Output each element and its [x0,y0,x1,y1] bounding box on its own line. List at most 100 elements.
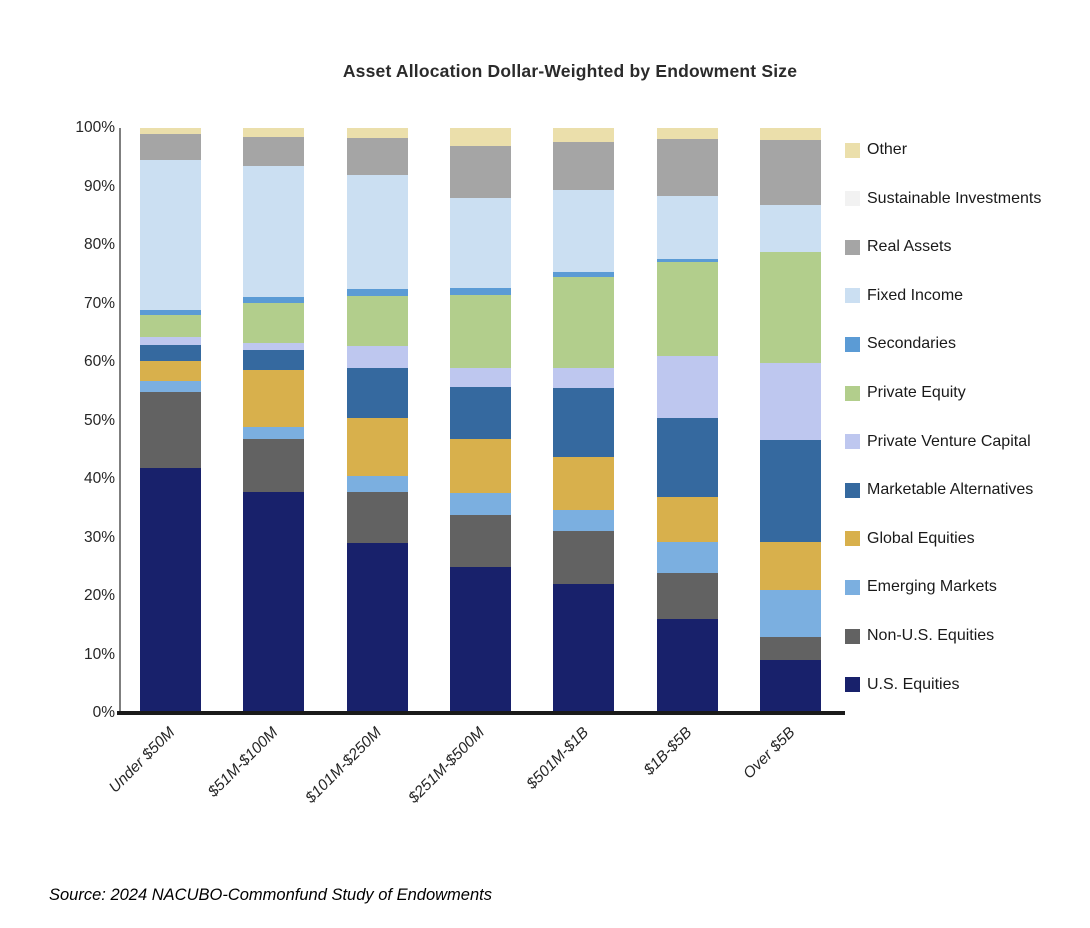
x-axis-category-label: $501M-$1B [523,724,592,793]
y-axis-tick-label: 30% [83,528,115,546]
segment-fixed-income [656,195,718,259]
legend: Other Sustainable Investments Real Assets F… [845,0,1090,720]
segment-non-u-s-equities [759,636,821,661]
segment-non-u-s-equities [346,492,408,544]
segment-secondaries [553,272,615,278]
legend-label: Emerging Markets [867,578,997,596]
y-axis-tick-label: 20% [83,587,115,604]
segment-marketable-alternatives [449,387,511,439]
legend-label: Global Equities [867,529,975,547]
segment-emerging-markets [243,426,305,439]
segment-u-s-equities [243,491,305,713]
bar--251m-500m [449,128,511,713]
segment-marketable-alternatives [346,368,408,418]
segment-fixed-income [346,174,408,290]
segment-private-venture-capital [140,336,201,346]
segment-marketable-alternatives [140,345,201,362]
y-axis-tick-label: 80% [83,236,115,253]
y-axis-tick-label: 40% [83,470,115,487]
bar--51m-100m [243,128,305,713]
legend-item: Marketable Alternatives [845,481,1033,499]
y-axis-tick-label: 100% [75,119,115,136]
legend-swatch [845,239,860,255]
y-axis-line [119,128,121,714]
legend-swatch [845,628,860,644]
legend-swatch [845,336,860,352]
segment-fixed-income [553,189,615,273]
legend-item: Emerging Markets [845,578,997,596]
legend-swatch [845,191,860,207]
segment-non-u-s-equities [553,530,615,585]
bar--1b-5b [656,128,718,713]
legend-swatch [845,434,860,450]
legend-swatch [845,579,860,595]
legend-swatch [845,288,860,304]
legend-item: Real Assets [845,238,951,256]
segment-emerging-markets [759,590,821,637]
legend-swatch [845,482,860,498]
segment-global-equities [656,497,718,543]
x-axis-category-label: $101M-$250M [302,724,386,807]
segment-marketable-alternatives [656,417,718,498]
legend-item: Sustainable Investments [845,190,1041,208]
legend-label: Secondaries [867,335,956,353]
segment-emerging-markets [140,380,201,393]
segment-global-equities [759,542,821,591]
legend-label: Other [867,141,908,158]
segment-u-s-equities [553,584,615,713]
segment-private-venture-capital [346,345,408,369]
segment-non-u-s-equities [449,515,511,567]
segment-global-equities [243,370,305,427]
legend-swatch [845,531,860,547]
segment-secondaries [449,287,511,296]
y-axis-tick-label: 70% [83,294,115,312]
segment-non-u-s-equities [140,392,201,468]
segment-fixed-income [449,197,511,288]
segment-private-venture-capital [243,343,305,350]
y-axis-tick-label: 90% [83,177,115,195]
legend-item: Non-U.S. Equities [845,627,994,645]
segment-private-equity [243,302,305,344]
segment-secondaries [656,258,718,263]
bar-over-5b [759,128,821,713]
legend-label: Private Venture Capital [867,432,1031,450]
y-axis-tick-label: 0% [92,704,115,721]
segment-private-equity [656,262,718,357]
legend-item: Private Equity [845,384,966,402]
segment-other [346,128,408,138]
segment-global-equities [449,438,511,493]
segment-u-s-equities [656,619,718,713]
legend-label: Sustainable Investments [867,189,1042,207]
bar-under-50m [140,128,201,713]
legend-item: Fixed Income [845,287,963,305]
segment-other [759,128,821,141]
segment-other [656,128,718,139]
source-note: Source: 2024 NACUBO-Commonfund Study of … [49,886,492,904]
x-axis-category-label: $1B-$5B [640,724,696,779]
x-axis-line [117,711,845,715]
segment-other [449,128,511,146]
legend-label: Real Assets [867,238,952,256]
segment-u-s-equities [140,467,201,713]
segment-non-u-s-equities [656,572,718,620]
segment-global-equities [553,457,615,510]
legend-label: Fixed Income [867,286,964,304]
segment-marketable-alternatives [553,387,615,458]
x-axis-category-label: $51M-$100M [205,724,282,801]
bar--101m-250m [346,128,408,713]
segment-real-assets [759,140,821,206]
y-axis-tick-label: 60% [83,353,115,370]
segment-secondaries [346,289,408,297]
segment-global-equities [346,417,408,476]
legend-label: Private Equity [867,384,966,401]
segment-emerging-markets [346,475,408,493]
legend-label: Marketable Alternatives [867,481,1034,499]
segment-private-equity [759,252,821,364]
segment-other [140,128,201,134]
segment-real-assets [243,136,305,166]
segment-fixed-income [243,165,305,298]
legend-swatch [845,142,860,158]
segment-real-assets [140,133,201,161]
segment-private-equity [140,314,201,337]
